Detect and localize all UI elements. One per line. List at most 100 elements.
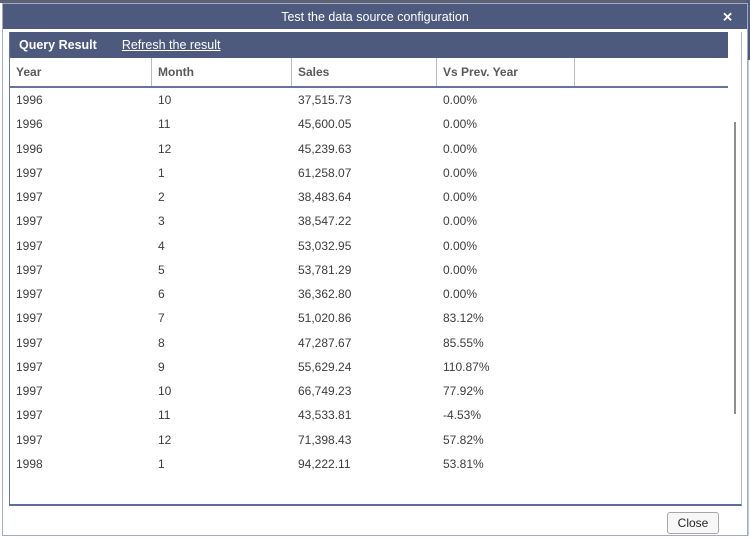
- table-row[interactable]: 1996 10 37,515.73 0.00%: [10, 88, 728, 112]
- close-icon[interactable]: ✕: [722, 9, 733, 24]
- table-cell: 51,020.86: [298, 311, 352, 326]
- table-row[interactable]: 1997 10 66,749.23 77.92%: [10, 379, 728, 403]
- table-cell: 12: [158, 432, 172, 447]
- table-cell: 61,258.07: [298, 165, 352, 180]
- table-cell: 38,483.64: [298, 190, 352, 205]
- table-cell: 55,629.24: [298, 359, 352, 374]
- background-app-sliver: [746, 0, 750, 60]
- table-cell: 1997: [16, 335, 43, 350]
- column-header-vs-prev-year[interactable]: Vs Prev. Year: [437, 58, 575, 86]
- dialog-title: Test the data source configuration: [281, 9, 469, 24]
- tab-query-result[interactable]: Query Result: [19, 38, 97, 52]
- table-cell: 4: [158, 238, 165, 253]
- table-row[interactable]: 1996 11 45,600.05 0.00%: [10, 112, 728, 136]
- table-cell: 6: [158, 287, 165, 302]
- table-cell: 5: [158, 262, 165, 277]
- table-row[interactable]: 1998 1 94,222.11 53.81%: [10, 452, 728, 476]
- table-cell: 57.82%: [443, 432, 484, 447]
- table-cell: 0.00%: [443, 93, 478, 108]
- table-cell: 1997: [16, 311, 43, 326]
- table-cell: 1997: [16, 214, 43, 229]
- table-cell: 53,032.95: [298, 238, 352, 253]
- table-cell: 1997: [16, 408, 43, 423]
- table-cell: 10: [158, 384, 172, 399]
- column-header-sales[interactable]: Sales: [292, 58, 437, 86]
- table-cell: 43,533.81: [298, 408, 352, 423]
- table-row[interactable]: 1997 9 55,629.24 110.87%: [10, 355, 728, 379]
- table-row[interactable]: 1997 12 71,398.43 57.82%: [10, 428, 728, 452]
- scrollbar-thumb[interactable]: [734, 122, 736, 414]
- table-body: 1996 10 37,515.73 0.00% 1996 11 45,600.05 0.00%…: [10, 88, 728, 504]
- table-cell: 10: [158, 93, 172, 108]
- table-cell: 1996: [16, 141, 43, 156]
- close-button[interactable]: Close: [667, 512, 719, 534]
- table-cell: 45,600.05: [298, 117, 352, 132]
- column-header-year[interactable]: Year: [10, 58, 152, 86]
- dialog-titlebar: Test the data source configuration ✕: [3, 4, 747, 29]
- table-cell: 7: [158, 311, 165, 326]
- background-app-strip: [0, 0, 750, 3]
- table-cell: 1997: [16, 165, 43, 180]
- table-cell: 11: [158, 408, 171, 423]
- table-cell: 1997: [16, 287, 43, 302]
- grid-content: Query Result Refresh the result Year Mont…: [10, 32, 728, 504]
- table-row[interactable]: 1996 12 45,239.63 0.00%: [10, 137, 728, 161]
- table-row[interactable]: 1997 6 36,362.80 0.00%: [10, 282, 728, 306]
- table-row[interactable]: 1997 11 43,533.81 -4.53%: [10, 403, 728, 427]
- background-window-edge: [748, 60, 749, 536]
- table-cell: 1997: [16, 359, 43, 374]
- table-row[interactable]: 1997 8 47,287.67 85.55%: [10, 331, 728, 355]
- query-result-toolbar: Query Result Refresh the result: [10, 32, 728, 58]
- table-cell: 1998: [16, 456, 43, 471]
- table-row[interactable]: 1997 1 61,258.07 0.00%: [10, 161, 728, 185]
- column-header-month[interactable]: Month: [152, 58, 292, 86]
- table-row[interactable]: 1997 4 53,032.95 0.00%: [10, 234, 728, 258]
- table-cell: 94,222.11: [298, 456, 351, 471]
- table-cell: 2: [158, 190, 165, 205]
- table-cell: 0.00%: [443, 214, 478, 229]
- table-cell: 0.00%: [443, 190, 478, 205]
- table-row[interactable]: 1997 3 38,547.22 0.00%: [10, 209, 728, 233]
- test-datasource-dialog: Test the data source configuration ✕ Que…: [2, 3, 748, 536]
- table-cell: 38,547.22: [298, 214, 352, 229]
- table-cell: 45,239.63: [298, 141, 352, 156]
- table-cell: -4.53%: [443, 408, 482, 423]
- table-cell: 0.00%: [443, 238, 478, 253]
- table-header-row: Year Month Sales Vs Prev. Year: [10, 58, 728, 88]
- table-cell: 1: [158, 165, 165, 180]
- column-header-empty[interactable]: [575, 58, 728, 86]
- table-cell: 1: [158, 456, 165, 471]
- table-cell: 0.00%: [443, 117, 478, 132]
- table-cell: 1997: [16, 262, 43, 277]
- table-row[interactable]: 1997 2 38,483.64 0.00%: [10, 185, 728, 209]
- table-row[interactable]: 1997 7 51,020.86 83.12%: [10, 306, 728, 330]
- table-cell: 1996: [16, 93, 43, 108]
- table-cell: 0.00%: [443, 141, 478, 156]
- table-cell: 1997: [16, 432, 43, 447]
- table-cell: 83.12%: [443, 311, 484, 326]
- table-cell: 110.87%: [443, 359, 490, 374]
- table-cell: 1997: [16, 238, 43, 253]
- table-cell: 3: [158, 214, 165, 229]
- table-cell: 37,515.73: [298, 93, 352, 108]
- table-cell: 77.92%: [443, 384, 484, 399]
- table-cell: 0.00%: [443, 262, 478, 277]
- table-cell: 0.00%: [443, 165, 478, 180]
- table-cell: 12: [158, 141, 172, 156]
- table-cell: 36,362.80: [298, 287, 352, 302]
- table-cell: 1996: [16, 117, 43, 132]
- table-row[interactable]: 1997 5 53,781.29 0.00%: [10, 258, 728, 282]
- table-cell: 9: [158, 359, 165, 374]
- table-cell: 53.81%: [443, 456, 484, 471]
- query-result-panel: Query Result Refresh the result Year Mont…: [9, 32, 742, 506]
- table-cell: 66,749.23: [298, 384, 352, 399]
- table-cell: 11: [158, 117, 171, 132]
- table-cell: 1997: [16, 190, 43, 205]
- table-cell: 8: [158, 335, 165, 350]
- scrollbar-track[interactable]: [728, 32, 741, 504]
- table-cell: 53,781.29: [298, 262, 352, 277]
- table-cell: 47,287.67: [298, 335, 352, 350]
- refresh-result-link[interactable]: Refresh the result: [121, 38, 221, 52]
- table-cell: 1997: [16, 384, 43, 399]
- table-cell: 71,398.43: [298, 432, 352, 447]
